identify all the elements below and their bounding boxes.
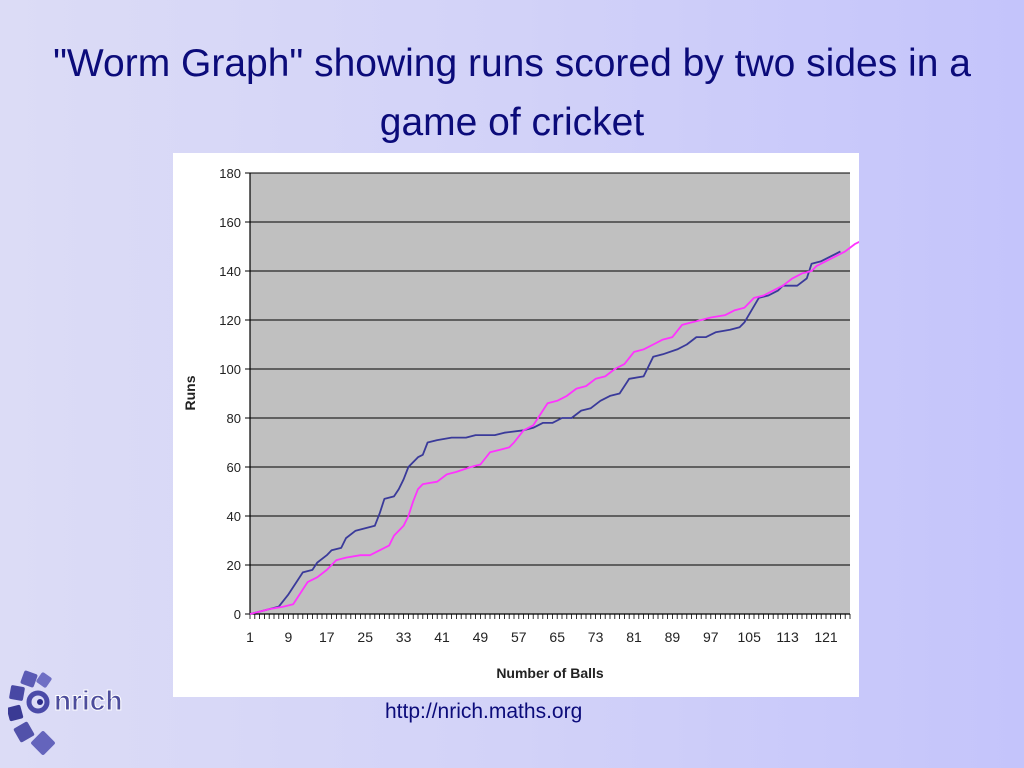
x-tick-label: 97 — [703, 629, 719, 645]
spiral-icon — [8, 670, 55, 755]
x-tick-label: 65 — [549, 629, 565, 645]
y-tick-label: 80 — [227, 411, 241, 426]
y-tick-label: 60 — [227, 460, 241, 475]
y-tick-label: 140 — [219, 264, 241, 279]
y-tick-label: 0 — [234, 607, 241, 622]
y-tick-label: 40 — [227, 509, 241, 524]
x-axis-label: Number of Balls — [496, 665, 604, 681]
chart-panel: 0 20 40 60 80 100 120 140 160 180 1 9 17 25 33 41 49 57 6… — [173, 153, 859, 697]
x-tick-label: 57 — [511, 629, 527, 645]
x-tick-label: 9 — [285, 629, 293, 645]
footer-url[interactable]: http://nrich.maths.org — [385, 700, 583, 723]
x-tick-label: 113 — [776, 629, 799, 645]
worm-chart: 0 20 40 60 80 100 120 140 160 180 1 9 17 25 33 41 49 57 6… — [182, 166, 859, 681]
x-tick-label: 25 — [357, 629, 373, 645]
x-tick-label: 41 — [434, 629, 450, 645]
y-tick-label: 20 — [227, 558, 241, 573]
logo-text: nrich — [54, 685, 122, 716]
y-tick-label: 120 — [219, 313, 241, 328]
y-tick-label: 100 — [219, 362, 241, 377]
series-line-2 — [249, 240, 859, 615]
slide-title: "Worm Graph" showing runs scored by two … — [53, 42, 971, 144]
x-tick-label: 33 — [396, 629, 412, 645]
x-tick-label: 81 — [626, 629, 642, 645]
series-line-1 — [249, 250, 841, 615]
x-tick-label: 1 — [246, 629, 254, 645]
y-tick-label: 180 — [219, 166, 241, 181]
x-tick-label: 49 — [473, 629, 489, 645]
y-axis-label: Runs — [182, 375, 198, 410]
x-tick-label: 17 — [319, 629, 335, 645]
x-tick-label: 89 — [665, 629, 681, 645]
x-tick-label: 73 — [588, 629, 604, 645]
x-tick-label: 105 — [738, 629, 762, 645]
plot-area — [250, 173, 850, 614]
nrich-logo: nrich — [8, 670, 123, 755]
x-tick-label: 121 — [814, 629, 838, 645]
y-tick-label: 160 — [219, 215, 241, 230]
